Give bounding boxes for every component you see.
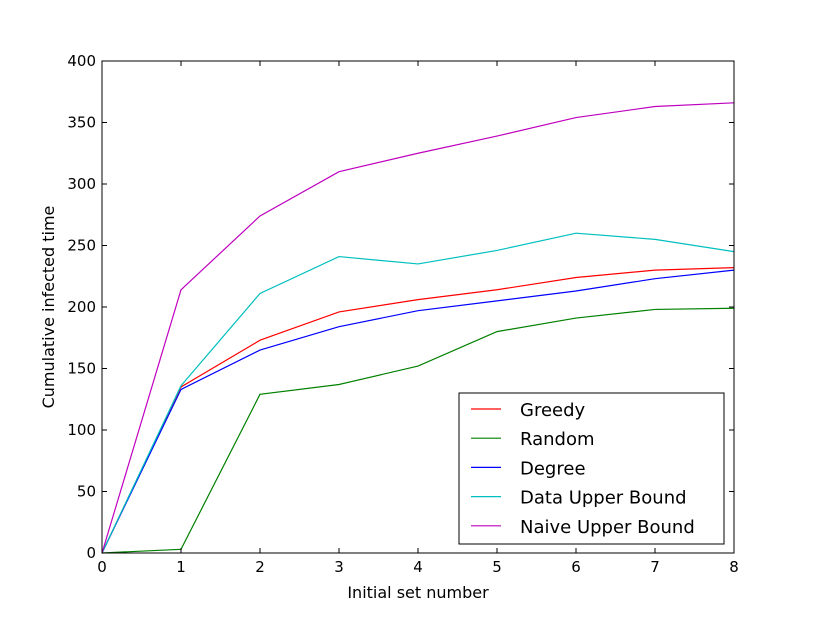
x-tick-label: 1 <box>176 558 186 576</box>
legend: Greedy Random Degree Data Upper Bound Naive … <box>458 392 725 545</box>
y-tick-label: 400 <box>67 52 96 70</box>
legend-box <box>458 392 725 545</box>
x-tick-label: 4 <box>413 558 423 576</box>
legend-label: Naive Upper Bound <box>520 517 695 538</box>
ticks-layer: 0 1 2 3 4 5 6 7 8 0 50 100 150 200 250 300 350 400 <box>67 52 738 576</box>
series-line-naive-upper-bound <box>101 102 735 554</box>
x-tick-label: 3 <box>334 558 344 576</box>
y-tick-label: 100 <box>67 421 96 439</box>
series-layer <box>101 102 735 554</box>
series-line-greedy <box>101 267 735 554</box>
y-tick-label: 250 <box>67 237 96 255</box>
y-tick-label: 300 <box>67 175 96 193</box>
x-tick-label: 2 <box>255 558 265 576</box>
y-tick-label: 0 <box>86 544 96 562</box>
legend-label: Random <box>520 429 595 450</box>
x-tick-label: 7 <box>650 558 660 576</box>
y-tick-label: 150 <box>67 360 96 378</box>
x-axis-label: Initial set number <box>347 583 489 602</box>
legend-label: Data Upper Bound <box>520 488 687 509</box>
x-tick-label: 5 <box>492 558 502 576</box>
x-tick-label: 6 <box>571 558 581 576</box>
series-line-random <box>101 307 735 554</box>
x-tick-label: 8 <box>729 558 739 576</box>
series-line-degree <box>101 269 735 554</box>
legend-label: Greedy <box>520 400 586 421</box>
y-axis-label: Cumulative infected time <box>39 206 58 409</box>
legend-label: Degree <box>520 458 586 479</box>
y-tick-label: 200 <box>67 298 96 316</box>
x-tick-label: 0 <box>97 558 107 576</box>
series-line-data-upper-bound <box>101 232 735 554</box>
y-tick-label: 50 <box>77 483 96 501</box>
y-tick-label: 350 <box>67 114 96 132</box>
